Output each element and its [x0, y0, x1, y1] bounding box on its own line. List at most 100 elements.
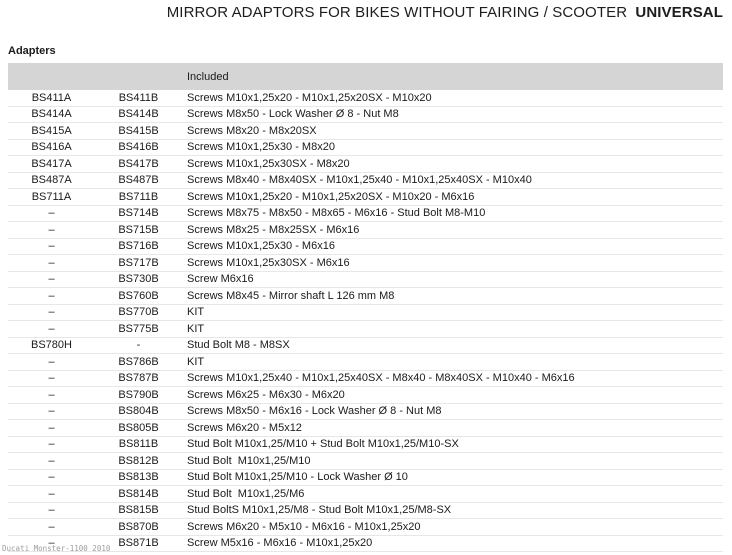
adapter-b-cell: BS415B: [118, 124, 159, 137]
adapter-b-cell: BS715B: [118, 223, 159, 236]
adapter-b-cell: BS786B: [118, 355, 159, 368]
table-row: BS416A BS416B Screws M10x1,25x30 - M8x20: [8, 140, 723, 156]
table-row: BS414A BS414B Screws M8x50 - Lock Washer…: [8, 107, 723, 123]
adapter-a-cell: BS416A: [31, 141, 72, 154]
adapter-b-cell: BS812B: [118, 454, 159, 467]
adapter-b-cell: -: [136, 339, 141, 352]
adapter-a-cell: –: [48, 454, 55, 467]
table-row: – BS714B Screws M8x75 - M8x50 - M8x65 - …: [8, 206, 723, 222]
table-row: – BS813B Stud Bolt M10x1,25/M10 - Lock W…: [8, 470, 723, 486]
included-cell: Stud Bolt M8 - M8SX: [187, 339, 290, 352]
adapter-a-cell: –: [48, 487, 55, 500]
included-cell: Screws M8x25 - M8x25SX - M6x16: [187, 223, 360, 236]
included-cell: Screw M5x16 - M6x16 - M10x1,25x20: [187, 537, 373, 550]
included-cell: Screws M8x50 - M6x16 - Lock Washer Ø 8 -…: [187, 405, 442, 418]
adapter-a-cell: –: [48, 256, 55, 269]
adapter-a-cell: BS414A: [31, 108, 72, 121]
included-cell: Screws M10x1,25x20 - M10x1,25x20SX - M10…: [187, 91, 432, 104]
adapter-b-cell: BS730B: [118, 273, 159, 286]
adapter-b-cell: BS716B: [118, 240, 159, 253]
adapter-a-cell: BS415A: [31, 124, 72, 137]
table-row: – BS770B KIT: [8, 305, 723, 321]
table-row: BS415A BS415B Screws M8x20 - M8x20SX: [8, 123, 723, 140]
included-cell: KIT: [187, 306, 205, 319]
table-row: – BS716B Screws M10x1,25x30 - M6x16: [8, 239, 723, 255]
included-cell: Stud Bolt M10x1,25/M10: [187, 454, 311, 467]
table-row: – BS805B Screws M6x20 - M5x12: [8, 420, 723, 437]
table-row: – BS804B Screws M8x50 - M6x16 - Lock Was…: [8, 404, 723, 420]
adapter-b-cell: BS871B: [118, 537, 159, 550]
adapter-b-cell: BS487B: [118, 174, 159, 187]
included-column-header: Included: [187, 70, 229, 83]
included-cell: Screws M10x1,25x30 - M8x20: [187, 141, 335, 154]
included-cell: Screw M6x16: [187, 273, 254, 286]
table-row: BS711A BS711B Screws M10x1,25x20 - M10x1…: [8, 189, 723, 206]
adapter-b-cell: BS813B: [118, 471, 159, 484]
included-cell: KIT: [187, 322, 205, 335]
adapter-a-cell: –: [48, 306, 55, 319]
adapter-b-cell: BS416B: [118, 141, 159, 154]
adapter-a-cell: –: [48, 504, 55, 517]
adapter-a-cell: –: [48, 355, 55, 368]
watermark-label: Ducati Monster-1100 2010: [2, 544, 111, 553]
adapter-b-cell: BS805B: [118, 421, 159, 434]
adapters-section-label: Adapters: [8, 45, 56, 57]
table-row: – BS814B Stud Bolt M10x1,25/M6: [8, 486, 723, 503]
adapter-a-cell: BS487A: [31, 174, 72, 187]
adapter-a-cell: –: [48, 537, 55, 550]
adapter-a-cell: –: [48, 405, 55, 418]
table-row: – BS786B KIT: [8, 354, 723, 371]
adapter-a-cell: –: [48, 372, 55, 385]
page-title-emphasis: UNIVERSAL: [635, 4, 723, 21]
included-cell: Stud BoltS M10x1,25/M8 - Stud Bolt M10x1…: [187, 504, 452, 517]
included-cell: KIT: [187, 355, 205, 368]
adapter-a-cell: BS411A: [31, 91, 72, 104]
table-row: BS411A BS411B Screws M10x1,25x20 - M10x1…: [8, 90, 723, 107]
included-cell: Screws M8x50 - Lock Washer Ø 8 - Nut M8: [187, 108, 399, 121]
included-cell: Screws M8x20 - M8x20SX: [187, 124, 317, 137]
adapter-a-cell: –: [48, 273, 55, 286]
adapter-b-cell: BS814B: [118, 487, 159, 500]
table-header-row: Included: [8, 63, 723, 90]
page-title-main: MIRROR ADAPTORS FOR BIKES WITHOUT FAIRIN…: [166, 4, 628, 21]
included-cell: Screws M6x25 - M6x30 - M6x20: [187, 388, 345, 401]
adapter-b-cell: BS775B: [118, 322, 159, 335]
adapter-b-cell: BS760B: [118, 289, 159, 302]
adapter-b-cell: BS711B: [118, 190, 159, 203]
included-cell: Screws M10x1,25x40 - M10x1,25x40SX - M8x…: [187, 372, 575, 385]
table-row: BS487A BS487B Screws M8x40 - M8x40SX - M…: [8, 173, 723, 189]
table-row: BS417A BS417B Screws M10x1,25x30SX - M8x…: [8, 156, 723, 173]
included-cell: Screws M10x1,25x30 - M6x16: [187, 240, 335, 253]
table-row: – BS715B Screws M8x25 - M8x25SX - M6x16: [8, 222, 723, 239]
adapter-b-cell: BS714B: [118, 207, 159, 220]
adapter-b-cell: BS414B: [118, 108, 159, 121]
table-row: – BS811B Stud Bolt M10x1,25/M10 + Stud B…: [8, 437, 723, 453]
table-row: – BS717B Screws M10x1,25x30SX - M6x16: [8, 255, 723, 272]
table-row: – BS775B KIT: [8, 321, 723, 338]
adapter-a-cell: –: [48, 520, 55, 533]
adapter-a-cell: –: [48, 322, 55, 335]
included-cell: Screws M6x20 - M5x10 - M6x16 - M10x1,25x…: [187, 520, 421, 533]
table-row: – BS812B Stud Bolt M10x1,25/M10: [8, 453, 723, 470]
included-cell: Stud Bolt M10x1,25/M10 - Lock Washer Ø 1…: [187, 471, 408, 484]
adapter-a-cell: –: [48, 438, 55, 451]
adapter-a-cell: BS711A: [31, 190, 72, 203]
table-row: BS780H - Stud Bolt M8 - M8SX: [8, 338, 723, 354]
adapter-a-cell: –: [48, 421, 55, 434]
adapter-a-cell: –: [48, 289, 55, 302]
included-cell: Screws M10x1,25x30SX - M6x16: [187, 256, 350, 269]
adapter-b-cell: BS787B: [118, 372, 159, 385]
adapters-table: Included BS411A BS411B Screws M10x1,25x2…: [8, 63, 723, 552]
adapter-b-cell: BS815B: [118, 504, 159, 517]
included-cell: Stud Bolt M10x1,25/M10 + Stud Bolt M10x1…: [187, 438, 459, 451]
page-title: MIRROR ADAPTORS FOR BIKES WITHOUT FAIRIN…: [167, 4, 723, 21]
adapter-b-cell: BS790B: [118, 388, 159, 401]
table-row: – BS760B Screws M8x45 - Mirror shaft L 1…: [8, 288, 723, 305]
adapter-a-cell: –: [48, 388, 55, 401]
table-row: – BS815B Stud BoltS M10x1,25/M8 - Stud B…: [8, 503, 723, 519]
adapter-a-cell: –: [48, 223, 55, 236]
adapter-b-cell: BS417B: [118, 157, 159, 170]
included-cell: Screws M8x45 - Mirror shaft L 126 mm M8: [187, 289, 395, 302]
table-row: – BS790B Screws M6x25 - M6x30 - M6x20: [8, 387, 723, 404]
table-row: – BS870B Screws M6x20 - M5x10 - M6x16 - …: [8, 519, 723, 536]
